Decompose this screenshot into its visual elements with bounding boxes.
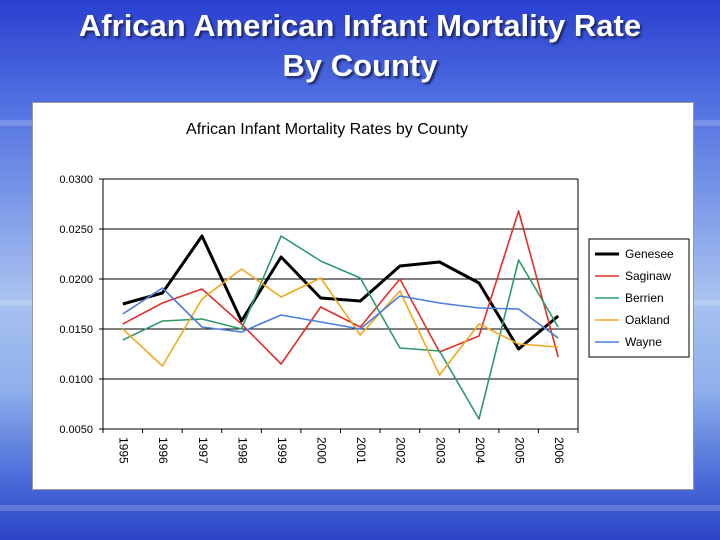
y-tick-label: 0.0200 xyxy=(59,274,93,286)
y-tick-label: 0.0050 xyxy=(59,424,93,436)
y-tick-label: 0.0250 xyxy=(59,224,93,236)
legend-label: Oakland xyxy=(625,313,670,327)
y-tick-label: 0.0300 xyxy=(59,174,93,186)
series-line-oakland xyxy=(122,268,559,376)
x-tick-label: 1999 xyxy=(275,437,289,464)
legend-label: Berrien xyxy=(625,291,664,305)
y-tick-label: 0.0100 xyxy=(59,374,93,386)
x-tick-label: 1996 xyxy=(156,437,170,464)
series-line-wayne xyxy=(122,287,559,339)
background-streak xyxy=(0,505,720,511)
x-tick-label: 1997 xyxy=(196,437,210,464)
x-tick-label: 2006 xyxy=(552,437,566,464)
x-tick-label: 1995 xyxy=(117,437,131,464)
legend-label: Genesee xyxy=(625,247,674,261)
chart-title: African Infant Mortality Rates by County xyxy=(186,121,468,138)
x-tick-label: 2005 xyxy=(512,437,526,464)
x-tick-label: 2000 xyxy=(315,437,329,464)
x-tick-label: 2003 xyxy=(433,437,447,464)
slide-title-line1: African American Infant Mortality Rate xyxy=(78,8,642,43)
x-tick-label: 2001 xyxy=(354,437,368,464)
chart-panel: African Infant Mortality Rates by County… xyxy=(32,102,694,490)
legend-label: Wayne xyxy=(625,335,662,349)
slide-title: African American Infant Mortality Rate B… xyxy=(0,6,720,86)
gridlines xyxy=(103,178,578,430)
series-lines xyxy=(122,210,560,420)
series-line-berrien xyxy=(122,235,559,420)
legend: Genesee Saginaw Berrien Oakland Wayne xyxy=(588,238,690,358)
y-tick-label: 0.0150 xyxy=(59,324,93,336)
line-chart: African Infant Mortality Rates by County… xyxy=(59,121,690,464)
x-axis: 1995 1996 1997 1998 1999 2000 2001 2002 2003 2004… xyxy=(102,179,579,464)
slide-title-line2: By County xyxy=(282,48,438,83)
series-line-saginaw xyxy=(122,210,559,365)
legend-label: Saginaw xyxy=(625,269,671,283)
x-tick-label: 2002 xyxy=(394,437,408,464)
series-line-genesee xyxy=(122,234,560,351)
x-tick-label: 2004 xyxy=(473,437,487,464)
y-axis: 0.0300 0.0250 0.0200 0.0150 0.0100 0.0050 xyxy=(59,174,104,436)
x-tick-label: 1998 xyxy=(235,437,249,464)
